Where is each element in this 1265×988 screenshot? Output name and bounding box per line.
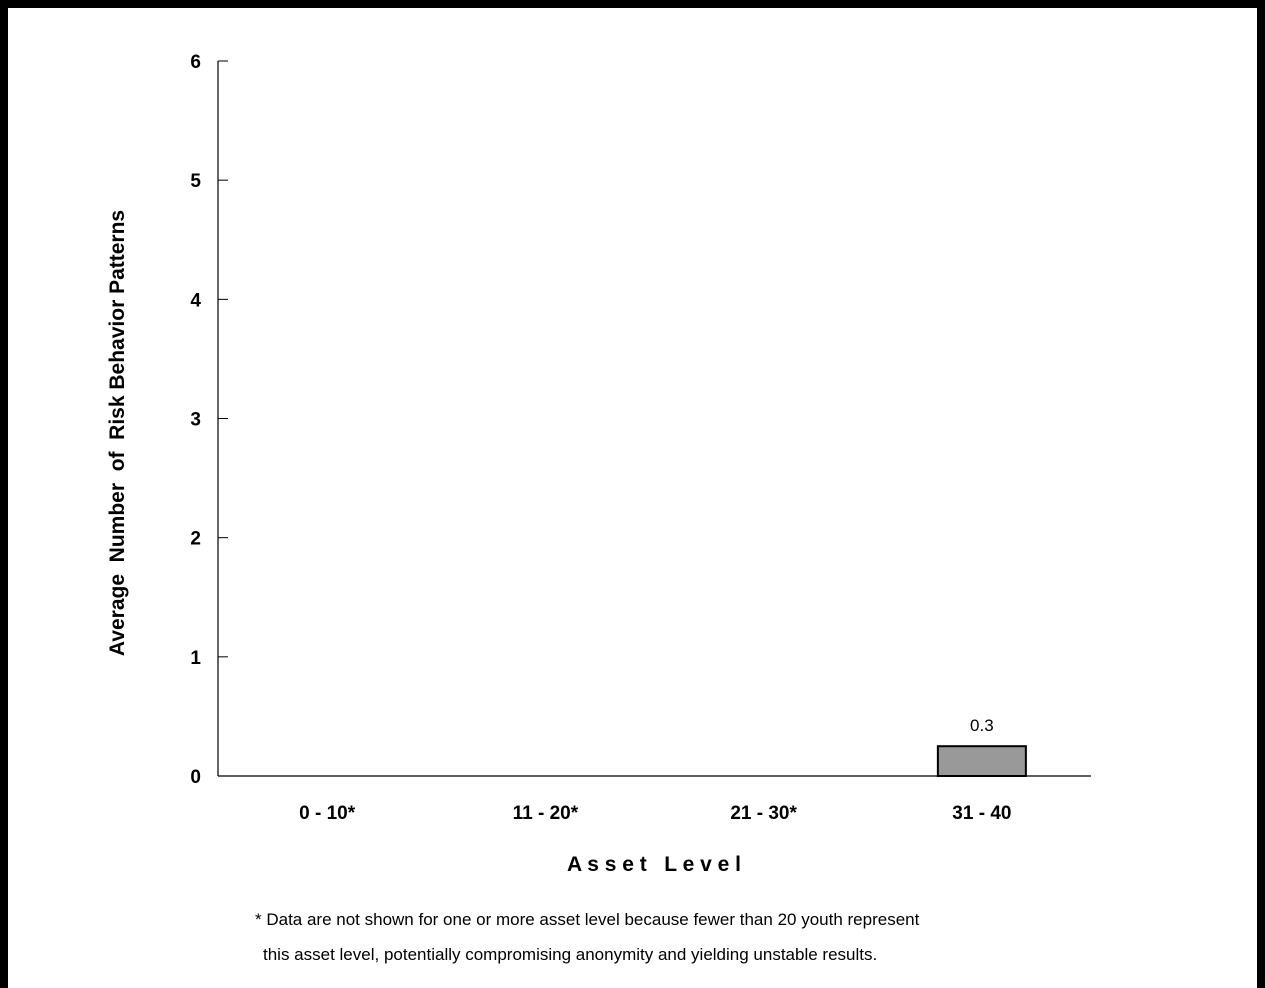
- bars: [936, 745, 1027, 777]
- x-tick-label: 0 - 10*: [299, 803, 356, 824]
- bar: [936, 745, 1027, 777]
- x-tick-label: 31 - 40: [952, 803, 1011, 824]
- y-tick-label: 1: [190, 648, 201, 669]
- chart-axes: [217, 61, 1091, 777]
- y-tick-label: 5: [190, 171, 201, 192]
- x-tick-label: 11 - 20*: [513, 803, 579, 824]
- y-ticks: 0 1 2 3 4 5 6: [190, 52, 228, 788]
- bar-value-label: 0.3: [970, 716, 994, 735]
- data-labels: 0.3: [970, 716, 994, 735]
- y-tick-label: 6: [190, 52, 201, 73]
- footnote-line-2: this asset level, potentially compromisi…: [263, 945, 878, 964]
- x-tick-label: 21 - 30*: [730, 803, 797, 824]
- y-tick-label: 2: [190, 529, 201, 550]
- y-tick-label: 3: [190, 410, 201, 431]
- footnote-line-1: * Data are not shown for one or more ass…: [255, 910, 920, 929]
- y-axis-title: Average Number of Risk Behavior Patterns: [106, 210, 129, 656]
- category-labels: 0 - 10* 11 - 20* 21 - 30* 31 - 40: [299, 803, 1011, 824]
- y-tick-label: 4: [190, 290, 201, 311]
- y-tick-label: 0: [190, 767, 201, 788]
- x-axis-title: A s s e t L e v e l: [567, 853, 741, 876]
